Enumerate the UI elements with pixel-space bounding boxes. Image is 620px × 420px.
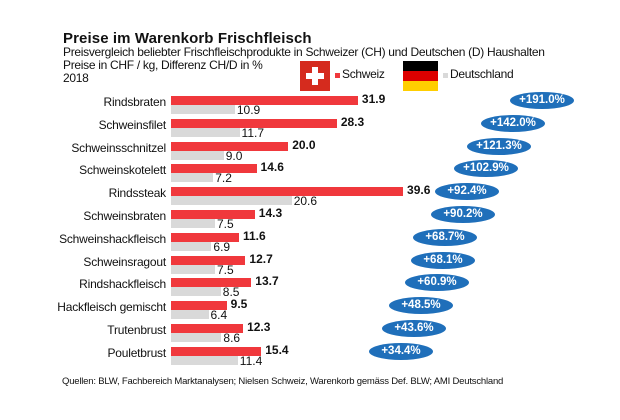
category-label: Schweinsragout bbox=[83, 254, 166, 269]
value-label-deutschland: 6.4 bbox=[210, 308, 228, 323]
value-label-schweiz: 9.5 bbox=[230, 297, 248, 312]
category-label: Schweinskotelett bbox=[79, 163, 166, 178]
value-label-deutschland: 11.4 bbox=[239, 353, 263, 368]
swiss-flag-icon bbox=[300, 61, 330, 91]
bar-schweiz bbox=[171, 324, 244, 333]
value-label-deutschland: 9.0 bbox=[225, 148, 243, 163]
legend-label-schweiz: Schweiz bbox=[342, 67, 385, 81]
value-label-deutschland: 7.5 bbox=[216, 217, 234, 231]
difference-badge: +121.3% bbox=[467, 137, 531, 155]
category-label: Rindshackfleisch bbox=[79, 277, 166, 292]
value-label-schweiz: 12.3 bbox=[247, 320, 271, 334]
bar-schweiz bbox=[171, 301, 227, 311]
difference-badge: +90.2% bbox=[431, 206, 495, 223]
chart-year: 2018 bbox=[63, 71, 89, 85]
bar-schweiz bbox=[171, 255, 246, 265]
category-label: Pouletbrust bbox=[107, 345, 166, 360]
category-label: Rindssteak bbox=[108, 186, 167, 201]
value-label-deutschland: 8.6 bbox=[223, 331, 241, 345]
value-label-schweiz: 13.7 bbox=[255, 274, 279, 289]
chart-subtitle: Preisvergleich beliebter Frischfleischpr… bbox=[63, 45, 545, 59]
bar-deutschland bbox=[171, 241, 212, 251]
legend-swatch-schweiz bbox=[335, 73, 340, 78]
category-label: Schweinsbraten bbox=[83, 209, 166, 223]
bar-schweiz bbox=[171, 141, 289, 151]
difference-badge: +43.6% bbox=[382, 320, 446, 337]
bar-deutschland bbox=[171, 127, 240, 137]
value-label-schweiz: 31.9 bbox=[361, 92, 386, 106]
difference-badge: +34.4% bbox=[369, 342, 433, 360]
bar-deutschland bbox=[171, 196, 292, 206]
bar-deutschland bbox=[171, 310, 209, 320]
bar-deutschland bbox=[171, 264, 215, 274]
value-label-deutschland: 6.9 bbox=[213, 239, 231, 254]
chart-title: Preise im Warenkorb Frischfleisch bbox=[63, 30, 312, 47]
legend-label-deutschland: Deutschland bbox=[450, 67, 514, 81]
bar-deutschland bbox=[171, 287, 221, 297]
difference-badge: +191.0% bbox=[510, 92, 574, 109]
difference-badge: +68.7% bbox=[413, 228, 477, 246]
bar-deutschland bbox=[171, 150, 224, 160]
german-flag-icon bbox=[403, 61, 438, 91]
legend-swatch-deutschland bbox=[443, 73, 448, 78]
value-label-deutschland: 10.9 bbox=[236, 103, 261, 117]
value-label-deutschland: 8.5 bbox=[222, 285, 240, 300]
value-label-deutschland: 7.2 bbox=[215, 171, 232, 186]
category-label: Schweinsfilet bbox=[98, 117, 167, 132]
bar-schweiz bbox=[171, 232, 239, 242]
difference-badge: +102.9% bbox=[454, 160, 518, 178]
value-label-schweiz: 12.7 bbox=[249, 251, 273, 266]
bar-deutschland bbox=[171, 355, 238, 365]
value-label-schweiz: 28.3 bbox=[340, 114, 365, 129]
value-label-schweiz: 15.4 bbox=[265, 342, 289, 357]
chart-unit-note: Preise in CHF / kg, Differenz CH/D in % bbox=[63, 58, 263, 72]
category-label: Trutenbrust bbox=[107, 323, 166, 337]
value-label-schweiz: 20.0 bbox=[292, 137, 316, 152]
value-label-schweiz: 14.6 bbox=[260, 160, 284, 175]
bar-schweiz bbox=[171, 164, 257, 174]
bar-deutschland bbox=[171, 219, 215, 228]
bar-schweiz bbox=[171, 118, 337, 128]
difference-badge: +68.1% bbox=[411, 251, 475, 269]
value-label-schweiz: 14.3 bbox=[258, 206, 283, 220]
value-label-schweiz: 11.6 bbox=[242, 228, 266, 243]
bar-deutschland bbox=[171, 333, 222, 342]
bar-schweiz bbox=[171, 210, 255, 219]
bar-schweiz bbox=[171, 96, 358, 105]
bar-deutschland bbox=[171, 173, 214, 183]
bar-schweiz bbox=[171, 187, 404, 197]
value-label-deutschland: 11.7 bbox=[241, 125, 265, 140]
source-note: Quellen: BLW, Fachbereich Marktanalysen;… bbox=[62, 376, 504, 387]
bar-deutschland bbox=[171, 105, 235, 114]
difference-badge: +142.0% bbox=[481, 114, 545, 132]
bar-schweiz bbox=[171, 278, 252, 288]
value-label-schweiz: 39.6 bbox=[407, 183, 431, 198]
category-label: Schweinshackfleisch bbox=[59, 231, 166, 246]
category-label: Hackfleisch gemischt bbox=[57, 300, 166, 315]
category-label: Schweinsschnitzel bbox=[71, 140, 166, 155]
category-label: Rindsbraten bbox=[103, 95, 166, 109]
difference-badge: +92.4% bbox=[435, 183, 499, 201]
value-label-deutschland: 20.6 bbox=[293, 194, 318, 209]
difference-badge: +60.9% bbox=[405, 274, 469, 292]
value-label-deutschland: 7.5 bbox=[216, 262, 234, 277]
bar-schweiz bbox=[171, 346, 262, 356]
difference-badge: +48.5% bbox=[389, 297, 453, 315]
